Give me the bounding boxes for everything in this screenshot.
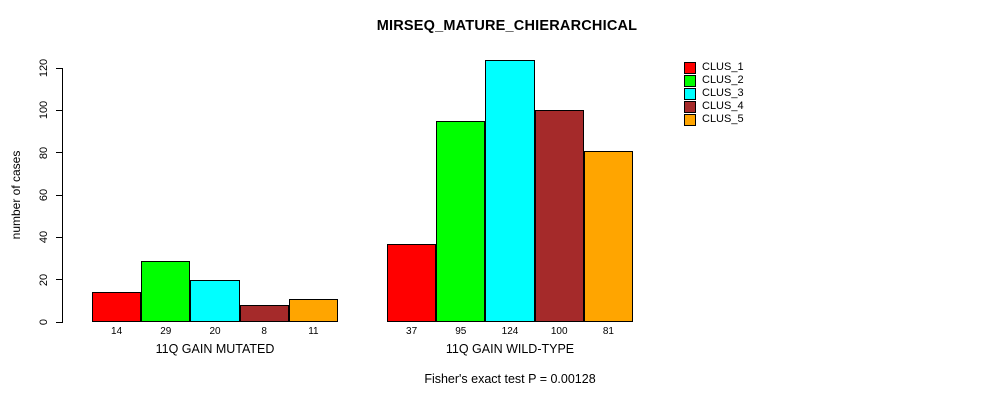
bar-clus_5 [583, 150, 633, 322]
y-tick-label: 20 [38, 273, 50, 286]
legend-swatch-icon [684, 61, 696, 74]
y-tick-mark [56, 236, 62, 238]
legend: CLUS_1 CLUS_2 CLUS_3 CLUS_4 CLUS_5 [684, 61, 744, 126]
y-tick-label: 60 [38, 188, 50, 202]
y-tick-mark [56, 152, 62, 154]
y-tick-label: 40 [38, 231, 50, 244]
bar-clus_3 [190, 279, 240, 322]
y-tick-mark [56, 109, 62, 111]
bar-clus_3 [485, 59, 535, 322]
legend-label: CLUS_4 [702, 100, 744, 112]
y-tick-label: 80 [38, 146, 50, 159]
y-tick-mark [56, 194, 62, 196]
legend-swatch-icon [684, 74, 696, 87]
bar-value-label: 81 [602, 326, 614, 337]
bar-value-label: 124 [501, 326, 519, 337]
bar-clus_4 [534, 110, 584, 322]
bar-clus_2 [141, 260, 191, 322]
y-tick-mark [56, 67, 62, 69]
legend-row: CLUS_5 [684, 113, 744, 126]
legend-row: CLUS_1 [684, 61, 744, 74]
legend-row: CLUS_3 [684, 87, 744, 100]
bar-value-label: 11 [308, 326, 319, 337]
legend-row: CLUS_2 [684, 74, 744, 87]
bar-value-label: 8 [261, 326, 267, 337]
group-label: 11Q GAIN WILD-TYPE [445, 342, 575, 356]
y-axis-title: number of cases [9, 150, 23, 240]
y-tick-label: 0 [38, 318, 50, 326]
group-label: 11Q GAIN MUTATED [155, 342, 275, 356]
bar-clus_2 [436, 120, 486, 322]
legend-label: CLUS_2 [702, 74, 744, 86]
bar-clus_1 [387, 243, 437, 322]
bar-value-label: 14 [111, 326, 123, 337]
legend-label: CLUS_5 [702, 113, 744, 125]
y-tick-mark [56, 279, 62, 281]
y-tick-mark [56, 321, 62, 323]
bar-clus_1 [92, 292, 142, 322]
chart-title: MIRSEQ_MATURE_CHIERARCHICAL [376, 18, 638, 34]
bar-clus_4 [239, 305, 289, 322]
fisher-test-note: Fisher's exact test P = 0.00128 [424, 372, 596, 386]
bar-clus_5 [288, 298, 338, 322]
bar-value-label: 95 [455, 326, 467, 337]
legend-swatch-icon [684, 87, 696, 100]
bar-value-label: 37 [406, 326, 418, 337]
legend-swatch-icon [684, 113, 696, 126]
legend-swatch-icon [684, 100, 696, 113]
y-axis-line [62, 68, 63, 323]
y-tick-label: 100 [38, 101, 50, 120]
y-tick-label: 120 [38, 58, 50, 78]
legend-label: CLUS_1 [702, 61, 744, 73]
bar-value-label: 20 [209, 326, 221, 337]
bar-value-label: 29 [160, 326, 172, 337]
bar-value-label: 100 [550, 326, 568, 337]
legend-row: CLUS_4 [684, 100, 744, 113]
legend-label: CLUS_3 [702, 87, 744, 99]
